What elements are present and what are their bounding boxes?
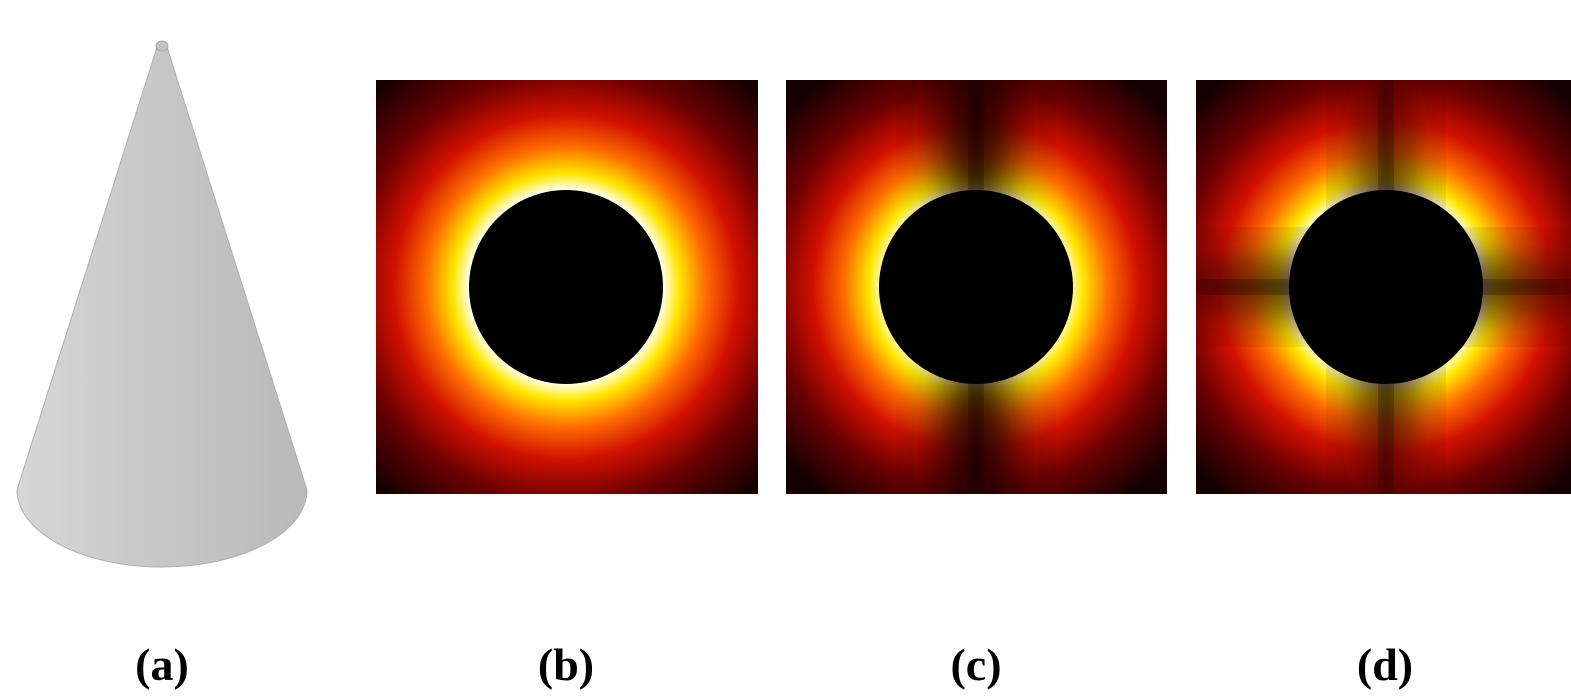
heatmap-b — [296, 17, 836, 557]
panel-label: (c) — [950, 639, 1001, 690]
panel-label: (b) — [538, 639, 594, 690]
panel-label: (d) — [1357, 639, 1413, 690]
cone — [17, 41, 307, 567]
heatmap-c — [721, 10, 1231, 564]
heatmap-d — [1126, 27, 1571, 547]
figure: (a) (b) (c) (d) — [0, 0, 1571, 698]
panel-label: (a) — [135, 639, 189, 690]
